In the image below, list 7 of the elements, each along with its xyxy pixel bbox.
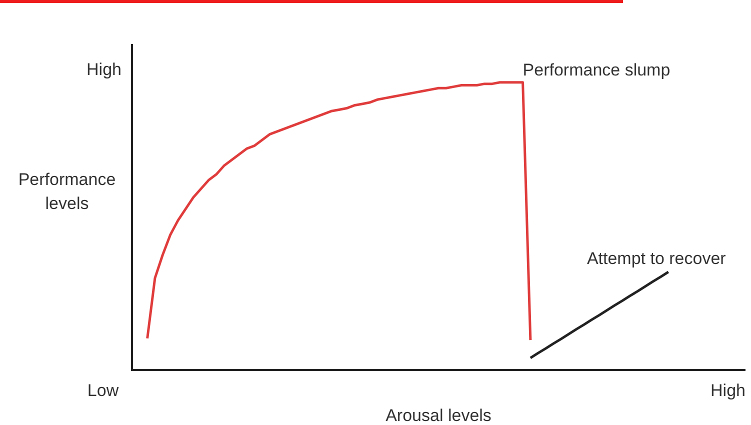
annotation: Attempt to recover	[586, 248, 726, 268]
text: High	[86, 60, 122, 79]
y-axis-title: Performance levels	[17, 169, 117, 215]
text: Performance slump	[522, 60, 670, 80]
text: High	[710, 381, 746, 400]
x-axis-title: Arousal levels	[386, 406, 492, 425]
text: Low	[87, 381, 120, 400]
